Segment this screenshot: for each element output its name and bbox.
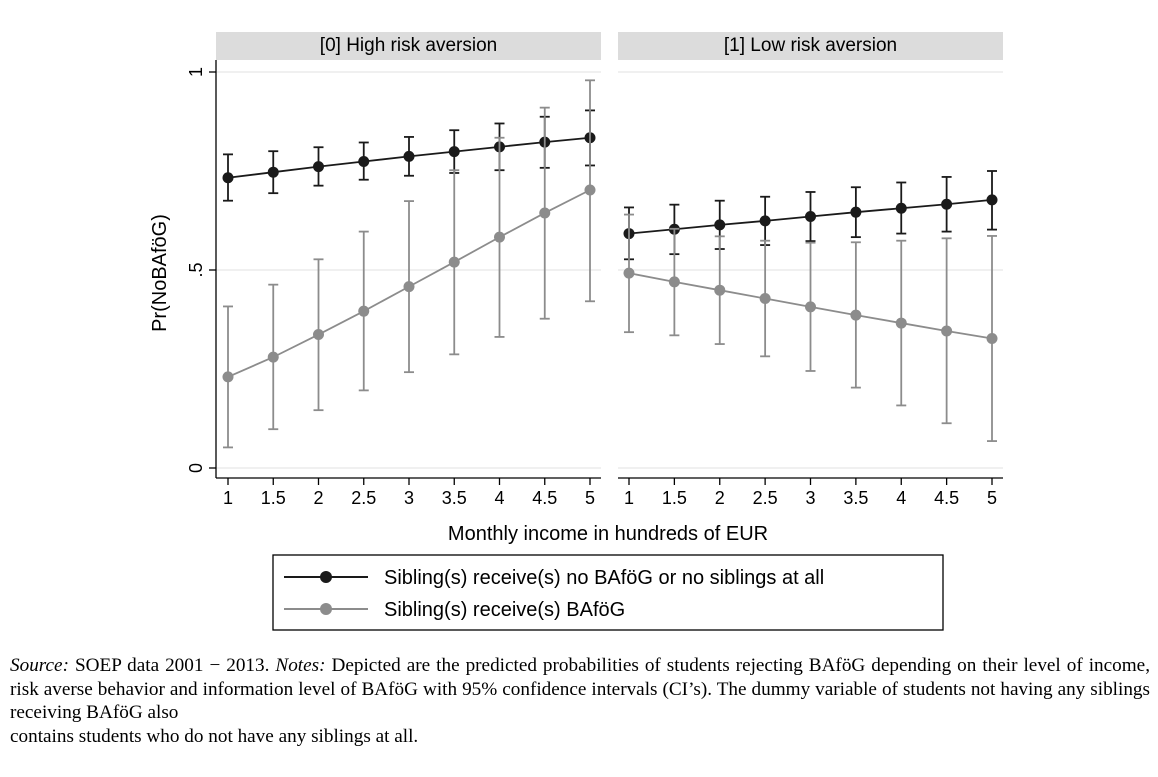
x-tick-label: 4.5 bbox=[934, 488, 959, 508]
data-point bbox=[623, 267, 635, 279]
data-point bbox=[584, 184, 596, 196]
data-point bbox=[222, 371, 234, 383]
data-point bbox=[358, 305, 370, 317]
legend-label-series-2: Sibling(s) receive(s) BAföG bbox=[384, 599, 625, 621]
x-axis-title: Monthly income in hundreds of EUR bbox=[448, 523, 768, 545]
caption-last-line: contains students who do not have any si… bbox=[10, 725, 419, 747]
x-tick-label: 4.5 bbox=[532, 488, 557, 508]
legend: Sibling(s) receive(s) no BAföG or no sib… bbox=[272, 554, 944, 631]
data-point bbox=[941, 325, 953, 337]
data-point bbox=[850, 309, 862, 321]
legend-marker-series-2 bbox=[320, 603, 332, 615]
x-tick-label: 1 bbox=[223, 488, 233, 508]
y-tick-label: 1 bbox=[186, 67, 206, 77]
x-tick-label: 5 bbox=[987, 488, 997, 508]
facet-strip bbox=[216, 32, 601, 60]
data-point bbox=[668, 276, 680, 288]
data-point bbox=[759, 215, 771, 227]
facet-strip bbox=[618, 32, 1003, 60]
x-tick-label: 3 bbox=[805, 488, 815, 508]
x-tick-label: 1.5 bbox=[662, 488, 687, 508]
notes-text: Depicted are the predicted probabilities… bbox=[10, 655, 1150, 723]
data-point bbox=[494, 231, 505, 243]
y-tick-label: .5 bbox=[186, 262, 206, 277]
y-tick-label: 0 bbox=[186, 463, 206, 473]
data-point bbox=[805, 301, 816, 313]
data-point bbox=[986, 194, 998, 206]
x-tick-label: 2 bbox=[313, 488, 323, 508]
legend-marker-series-1 bbox=[320, 571, 332, 583]
data-point bbox=[986, 333, 998, 345]
data-point bbox=[403, 281, 415, 293]
x-tick-label: 3 bbox=[404, 488, 414, 508]
data-point bbox=[403, 150, 415, 162]
data-point bbox=[448, 256, 460, 268]
source-label: Source: bbox=[10, 655, 69, 676]
caption-body: Source: SOEP data 2001 − 2013. Notes: De… bbox=[10, 654, 1150, 725]
data-point bbox=[895, 202, 907, 214]
data-point bbox=[850, 206, 862, 218]
data-point bbox=[448, 146, 460, 158]
series-2-panel-2 bbox=[623, 213, 998, 442]
data-point bbox=[805, 211, 816, 223]
series-1-panel-1 bbox=[222, 109, 596, 202]
series-2-panel-1 bbox=[222, 79, 596, 449]
data-point bbox=[714, 219, 726, 231]
data-point bbox=[714, 284, 726, 296]
notes-label: Notes: bbox=[275, 655, 326, 676]
data-point bbox=[539, 207, 551, 219]
figure-caption: Source: SOEP data 2001 − 2013. Notes: De… bbox=[10, 654, 1150, 748]
legend-frame bbox=[272, 554, 944, 631]
data-point bbox=[358, 155, 370, 167]
facet-title: [0] High risk aversion bbox=[320, 35, 497, 56]
data-point bbox=[313, 161, 324, 173]
x-tick-label: 3.5 bbox=[442, 488, 467, 508]
x-tick-label: 5 bbox=[585, 488, 595, 508]
chart: [0] High risk aversion [1] Low risk avers… bbox=[149, 32, 1003, 631]
data-point bbox=[267, 351, 279, 363]
data-point bbox=[759, 293, 771, 305]
facet-title: [1] Low risk aversion bbox=[724, 35, 897, 56]
data-point bbox=[941, 198, 953, 210]
legend-label-series-1: Sibling(s) receive(s) no BAföG or no sib… bbox=[384, 567, 824, 589]
x-tick-label: 2 bbox=[715, 488, 725, 508]
data-point bbox=[313, 329, 324, 341]
x-tick-label: 4 bbox=[494, 488, 504, 508]
data-point bbox=[895, 317, 907, 329]
x-tick-label: 3.5 bbox=[843, 488, 868, 508]
x-tick-label: 1 bbox=[624, 488, 634, 508]
x-tick-label: 2.5 bbox=[753, 488, 778, 508]
x-tick-label: 4 bbox=[896, 488, 906, 508]
y-axis-title: Pr(NoBAföG) bbox=[149, 214, 171, 332]
x-tick-label: 1.5 bbox=[261, 488, 286, 508]
data-point bbox=[222, 172, 234, 184]
source-text: SOEP data 2001 − 2013. bbox=[74, 655, 270, 676]
data-point bbox=[267, 166, 279, 178]
x-tick-label: 2.5 bbox=[351, 488, 376, 508]
